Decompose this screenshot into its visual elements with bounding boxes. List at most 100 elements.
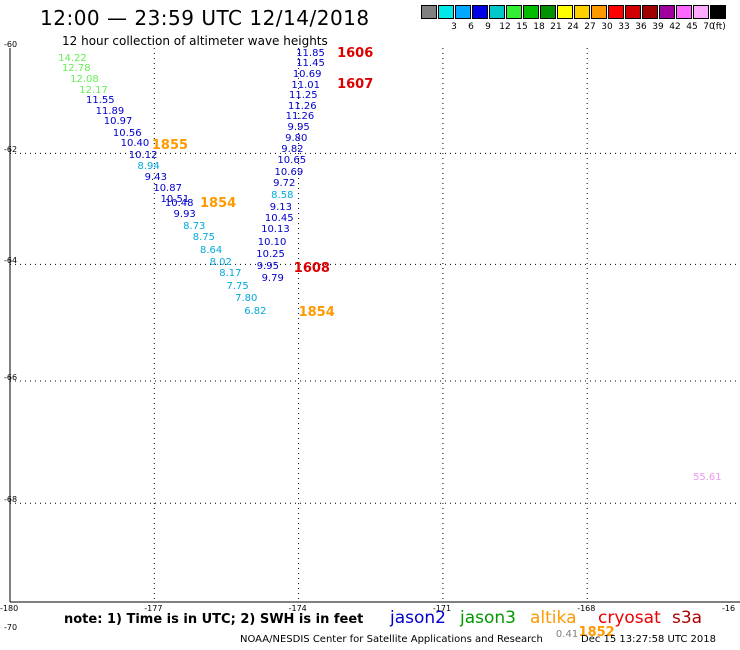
wave-height-reading: 10.97 xyxy=(103,116,133,128)
x-tick-label: -171 xyxy=(432,604,452,613)
chart-subtitle: 12 hour collection of altimeter wave hei… xyxy=(62,34,328,48)
wave-height-reading: 12.78 xyxy=(61,63,91,75)
wave-height-reading: 10.25 xyxy=(256,248,285,260)
legend-swatch xyxy=(489,5,505,19)
wave-height-reading: 9.80 xyxy=(285,133,308,144)
wave-height-reading: 10.56 xyxy=(112,127,142,139)
wave-height-reading: 9.95 xyxy=(287,121,310,133)
graticule xyxy=(10,48,740,602)
x-tick-label: -177 xyxy=(144,604,163,613)
wave-height-reading: 55.61 xyxy=(693,472,722,484)
legend-label: 42 xyxy=(669,22,681,32)
satellite-name-jason2: jason2 xyxy=(390,608,446,628)
wave-height-reading: 7.75 xyxy=(226,280,249,292)
wave-height-reading: 9.79 xyxy=(261,272,284,284)
y-tick-label: -60 xyxy=(4,40,18,49)
pass-time-label: 1606 xyxy=(337,45,374,61)
legend-label: 45 xyxy=(686,22,698,32)
legend-swatch xyxy=(455,5,471,19)
footer-credit: NOAA/NESDIS Center for Satellite Applica… xyxy=(240,634,543,645)
wave-height-reading: 6.82 xyxy=(244,305,267,317)
legend-swatch xyxy=(693,5,709,19)
wave-height-reading: 10.51 xyxy=(160,194,190,206)
generated-timestamp: Dec 15 13:27:58 UTC 2018 xyxy=(581,634,716,645)
legend-swatch xyxy=(659,5,675,19)
wave-height-reading: 9.93 xyxy=(173,209,196,221)
legend-swatch xyxy=(540,5,556,19)
wave-height-reading: 10.40 xyxy=(120,138,150,150)
wave-height-reading: 8.02 xyxy=(209,256,232,268)
legend-swatch xyxy=(676,5,692,19)
y-tick-label: -64 xyxy=(4,256,18,266)
wave-height-reading: 10.69 xyxy=(292,69,322,81)
x-tick-label: -180 xyxy=(0,604,19,613)
wave-height-reading: 11.55 xyxy=(85,95,115,107)
satellite-name-jason3: jason3 xyxy=(460,608,516,628)
legend-swatch xyxy=(523,5,539,19)
legend-swatch xyxy=(710,5,726,19)
wave-height-reading: 8.58 xyxy=(271,189,294,201)
wave-height-reading: 11.89 xyxy=(95,105,125,117)
wave-height-reading: 8.73 xyxy=(183,221,206,233)
x-tick-label: -174 xyxy=(288,604,307,613)
pass-time-label: 1608 xyxy=(293,260,330,276)
legend-label: 12 xyxy=(499,22,511,32)
pass-time-label: 1852 xyxy=(578,625,615,641)
y-tick-label: -62 xyxy=(4,145,18,155)
pass-time-label: 1854 xyxy=(298,305,335,321)
legend-swatch xyxy=(472,5,488,19)
wave-height-reading: 8.75 xyxy=(192,232,216,244)
legend-label: 70 xyxy=(703,22,715,32)
x-tick-label: -16 xyxy=(722,604,736,613)
wave-height-reading: 11.01 xyxy=(291,79,321,91)
legend-label: 9 xyxy=(485,22,491,32)
legend-label: 33 xyxy=(618,22,630,32)
wave-height-reading: 10.45 xyxy=(264,212,294,224)
legend-label: 6 xyxy=(468,22,474,32)
wave-height-reading: 10.12 xyxy=(128,149,158,161)
wave-height-reading: 14.22 xyxy=(58,53,87,65)
y-tick-label: -70 xyxy=(4,623,18,632)
legend-label: 24 xyxy=(567,22,579,32)
wave-height-reading: 11.25 xyxy=(288,90,318,102)
wave-height-reading: 12.08 xyxy=(70,73,99,85)
pass-time-label: 1854 xyxy=(199,196,237,212)
wave-height-reading: 12.17 xyxy=(79,84,108,96)
satellite-name-altika: altika xyxy=(530,608,577,628)
legend-swatch xyxy=(608,5,624,19)
legend-swatch xyxy=(557,5,573,19)
pass-time-label: 1607 xyxy=(337,76,374,92)
legend-label: 39 xyxy=(652,22,664,32)
legend-label: 36 xyxy=(635,22,647,32)
legend-label: 3 xyxy=(451,22,457,32)
wave-height-reading: 8.94 xyxy=(137,160,160,172)
legend-swatch xyxy=(625,5,641,19)
legend-swatch xyxy=(591,5,607,19)
note-text: note: 1) Time is in UTC; 2) SWH is in fe… xyxy=(64,612,364,627)
wave-height-reading: 10.13 xyxy=(261,224,290,236)
wave-height-reading: 9.13 xyxy=(269,201,292,213)
wave-height-reading: 10.65 xyxy=(277,155,307,167)
legend-swatch xyxy=(574,5,590,19)
wave-height-reading: 11.26 xyxy=(285,111,315,123)
wave-height-reading: 9.82 xyxy=(281,143,304,155)
wave-height-reading: 7.80 xyxy=(235,292,258,304)
wave-height-reading: 9.43 xyxy=(144,171,167,183)
legend-label: 30 xyxy=(601,22,613,32)
legend-swatch xyxy=(642,5,658,19)
legend-unit: (ft) xyxy=(712,22,726,32)
legend-swatch xyxy=(421,5,437,19)
wave-height-reading: 8.17 xyxy=(219,267,242,279)
wave-height-reading: 11.85 xyxy=(296,48,325,60)
y-tick-label: -68 xyxy=(4,495,18,505)
wave-height-reading: 10.10 xyxy=(257,236,287,248)
legend-label: 18 xyxy=(533,22,545,32)
wave-height-reading: 10.69 xyxy=(274,166,304,178)
chart-title: 12:00 — 23:59 UTC 12/14/2018 xyxy=(40,6,370,30)
wave-height-reading: 9.72 xyxy=(273,177,296,189)
wave-height-reading: 11.45 xyxy=(296,58,325,70)
map-frame xyxy=(9,48,740,603)
pass-time-label: 1855 xyxy=(151,137,189,153)
legend-label: 15 xyxy=(516,22,528,32)
